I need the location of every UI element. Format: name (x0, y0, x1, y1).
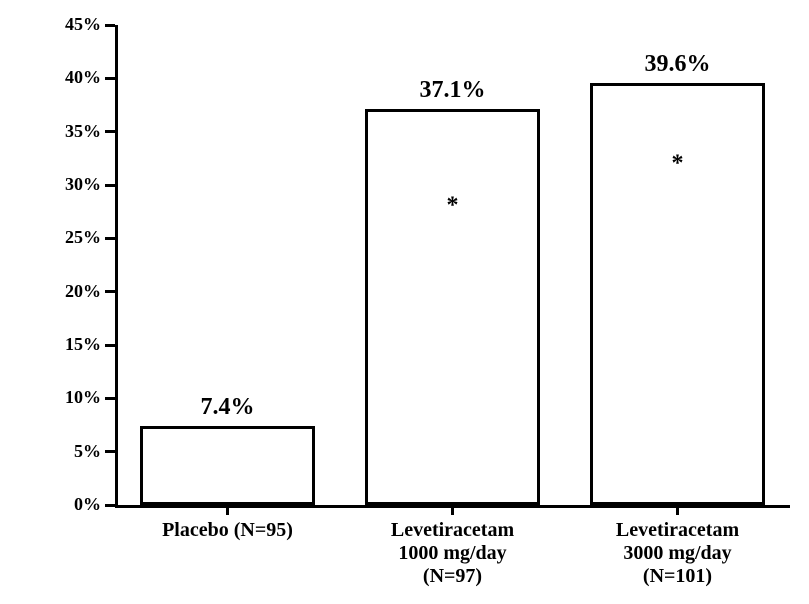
y-tick-label: 45% (65, 14, 101, 35)
y-tick (105, 450, 115, 453)
x-category-label: Placebo (N=95) (121, 519, 335, 542)
bar-value-label: 7.4% (201, 394, 255, 421)
x-category-label: Levetiracetam 3000 mg/day (N=101) (571, 519, 785, 588)
y-tick-label: 25% (65, 227, 101, 248)
y-tick (105, 397, 115, 400)
y-tick-label: 10% (65, 387, 101, 408)
y-axis-line (115, 25, 118, 508)
y-tick (105, 24, 115, 27)
y-tick (105, 130, 115, 133)
bar-chart: % of Patients 0%5%10%15%20%25%30%35%40%4… (0, 0, 809, 604)
y-tick-label: 0% (74, 494, 101, 515)
y-tick (105, 344, 115, 347)
y-tick-label: 35% (65, 121, 101, 142)
x-category-label: Levetiracetam 1000 mg/day (N=97) (346, 519, 560, 588)
y-tick (105, 77, 115, 80)
y-tick-label: 15% (65, 334, 101, 355)
bar (365, 109, 541, 505)
significance-marker: * (447, 193, 459, 220)
y-tick-label: 30% (65, 174, 101, 195)
bar-value-label: 37.1% (420, 77, 486, 104)
y-tick (105, 184, 115, 187)
y-tick-label: 5% (74, 441, 101, 462)
y-tick (105, 290, 115, 293)
x-tick (226, 505, 229, 515)
y-tick (105, 504, 115, 507)
x-tick (451, 505, 454, 515)
significance-marker: * (672, 150, 684, 177)
bar (140, 426, 316, 505)
y-tick (105, 237, 115, 240)
y-tick-label: 20% (65, 281, 101, 302)
y-tick-label: 40% (65, 67, 101, 88)
bar-value-label: 39.6% (645, 51, 711, 78)
x-tick (676, 505, 679, 515)
bar (590, 83, 766, 505)
